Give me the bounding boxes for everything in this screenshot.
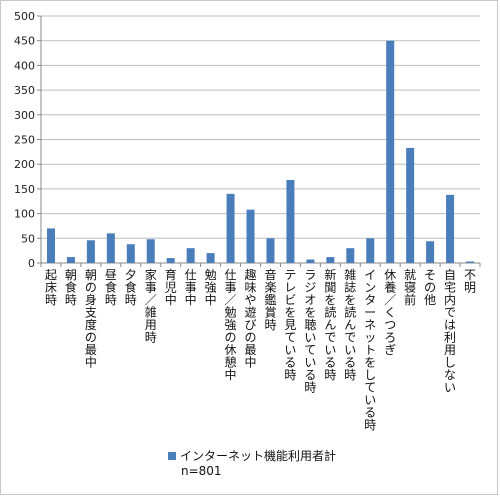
bar-15 (326, 257, 335, 263)
x-tick-label: 起床時 (45, 268, 57, 307)
x-tick-label: 夕食時 (125, 268, 137, 307)
x-tick-label: テレビを見ている時 (284, 268, 296, 382)
bar-13 (286, 180, 295, 263)
bar-19 (406, 147, 415, 263)
legend-swatch (168, 451, 176, 460)
bar-6 (146, 239, 155, 263)
y-tick-label: 350 (14, 84, 35, 97)
x-tick-label: 雑誌を読んでいる時 (344, 267, 356, 382)
x-tick-label: その他 (424, 268, 436, 307)
x-tick-label: 新聞を読んでいる時 (324, 267, 336, 382)
x-tick-label: 仕事中 (185, 268, 197, 307)
y-tick-label: 450 (14, 35, 35, 48)
x-tick-label: 朝食時 (65, 268, 77, 307)
bar-17 (366, 238, 375, 263)
bar-14 (306, 259, 315, 263)
bar-12 (266, 238, 275, 263)
y-tick-label: 300 (14, 109, 35, 122)
x-tick-label: ラジオを聴いている時 (304, 268, 316, 395)
y-tick-label: 0 (28, 257, 35, 270)
bar-21 (446, 194, 455, 263)
bar-8 (186, 248, 195, 263)
bar-22 (466, 261, 475, 263)
x-tick-label: 仕事／勉強の休憩中 (225, 268, 237, 382)
x-tick-label: 不明 (464, 268, 476, 295)
bar-20 (426, 241, 435, 263)
x-tick-label: 昼食時 (105, 268, 117, 307)
y-tick-label: 250 (14, 134, 35, 147)
bar-1 (46, 228, 55, 263)
y-tick-label: 500 (14, 10, 35, 23)
sample-size-note: n=801 (181, 464, 222, 478)
y-tick-label: 50 (21, 232, 35, 245)
legend-label: インターネット機能利用者計 (180, 449, 337, 463)
y-tick-label: 100 (14, 208, 35, 221)
y-tick-label: 400 (14, 59, 35, 72)
bar-4 (106, 233, 115, 263)
x-tick-label: 家事／雑用時 (145, 267, 157, 345)
legend: インターネット機能利用者計 (168, 447, 336, 464)
bar-10 (226, 193, 235, 263)
x-tick-label: 趣味や遊びの最中 (245, 267, 257, 370)
y-tick-label: 150 (14, 183, 35, 196)
y-tick-label: 200 (14, 158, 35, 171)
x-tick-label: 休養／くつろぎ (384, 268, 396, 357)
x-tick-label: インターネットをしている時 (364, 268, 376, 432)
x-tick-label: 音楽鑑賞時 (264, 267, 276, 332)
x-tick-label: 就寝前 (404, 268, 416, 307)
x-tick-label: 自宅内では利用しない (444, 268, 456, 395)
bar-7 (166, 258, 175, 263)
bar-18 (386, 40, 395, 264)
bar-11 (246, 209, 255, 263)
x-tick-label: 勉強中 (205, 268, 217, 307)
x-tick-label: 朝の身支度の最中 (85, 268, 97, 370)
bar-5 (126, 244, 135, 263)
bar-3 (86, 240, 95, 263)
bar-9 (206, 253, 215, 263)
bar-16 (346, 248, 355, 263)
x-tick-label: 育児中 (165, 267, 177, 307)
bar-2 (66, 257, 75, 263)
